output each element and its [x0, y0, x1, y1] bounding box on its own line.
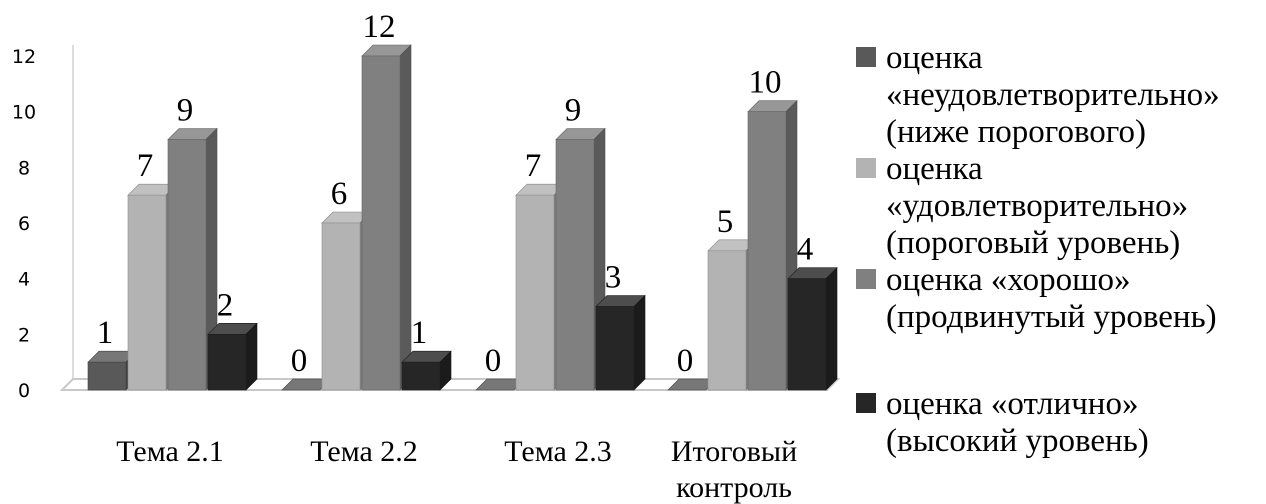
data-label: 2: [217, 287, 234, 323]
category-label: Тема 2.1: [116, 435, 224, 468]
data-label: 3: [605, 260, 622, 296]
data-label: 10: [749, 65, 782, 101]
legend-entry: оценка «отлично» (высокий уровень): [852, 386, 1149, 460]
y-tick-label: 4: [18, 269, 30, 291]
data-label: 1: [97, 315, 114, 351]
bar: [787, 266, 838, 391]
data-label: 0: [677, 343, 694, 379]
y-tick-label: 10: [12, 102, 36, 124]
legend-swatch: [856, 158, 876, 178]
category-label: Итоговый контроль: [671, 435, 797, 504]
y-tick-label: 8: [18, 157, 30, 179]
legend-swatch: [856, 47, 876, 67]
data-label: 9: [177, 93, 194, 129]
data-label: 4: [797, 232, 814, 268]
y-tick-label: 6: [18, 213, 30, 235]
data-label: 9: [565, 93, 582, 129]
data-label: 0: [291, 343, 308, 379]
legend-label: оценка «хорошо» (продвинутый уровень): [886, 262, 1217, 335]
bar: [595, 294, 646, 391]
bar: [167, 127, 218, 391]
bar: [401, 350, 452, 391]
y-tick-label: 0: [18, 380, 30, 402]
y-tick-label: 12: [12, 46, 36, 68]
bar: [361, 44, 412, 391]
data-label: 1: [411, 315, 428, 351]
legend-label: оценка «неудовлетворительно» (ниже порог…: [886, 40, 1220, 150]
legend-entry: оценка «удовлетворительно» (пороговый ур…: [852, 151, 1188, 262]
legend-swatch: [856, 269, 876, 289]
data-label: 7: [137, 148, 154, 184]
data-label: 6: [331, 176, 348, 212]
legend-entry: оценка «хорошо» (продвинутый уровень): [852, 262, 1217, 336]
data-label: 0: [485, 343, 502, 379]
bar: [207, 322, 258, 391]
legend-swatch: [856, 393, 876, 413]
legend-label: оценка «удовлетворительно» (пороговый ур…: [886, 151, 1189, 261]
legend-entry: оценка «неудовлетворительно» (ниже порог…: [852, 40, 1220, 151]
y-tick-label: 2: [18, 324, 30, 346]
category-label: Тема 2.2: [310, 435, 418, 468]
category-label: Тема 2.3: [504, 435, 612, 468]
data-label: 12: [363, 9, 396, 45]
data-label: 5: [717, 204, 734, 240]
data-label: 7: [525, 148, 542, 184]
legend-label: оценка «отлично» (высокий уровень): [886, 386, 1149, 459]
